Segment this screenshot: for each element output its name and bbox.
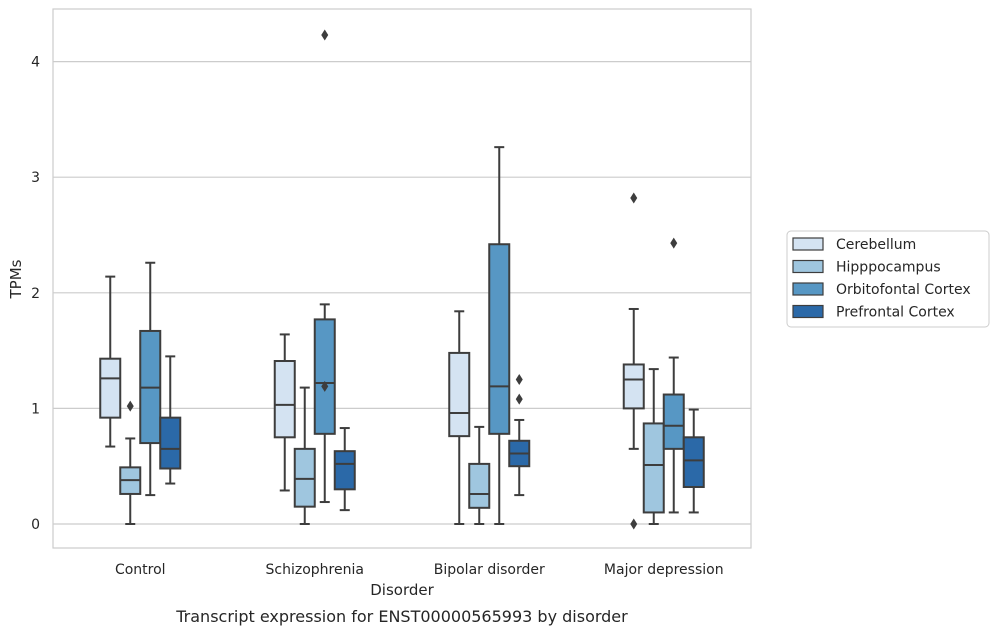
x-axis: Control Schizophrenia Bipolar disorder Majo…	[115, 562, 724, 578]
x-axis-label: Disorder	[370, 581, 434, 599]
legend-entry-label: Cerebellum	[836, 237, 916, 253]
box-iqr	[159, 416, 182, 470]
y-tick-label: 0	[31, 517, 40, 533]
x-tick-label: Control	[115, 562, 166, 578]
outlier-point	[515, 393, 523, 405]
box-1-3	[642, 368, 665, 525]
box-2-0	[139, 261, 162, 497]
box-iqr	[622, 363, 645, 410]
box-2-2	[488, 146, 511, 525]
box-2-1	[313, 29, 336, 504]
box-iqr	[448, 351, 471, 438]
legend-swatch	[792, 259, 824, 274]
x-tick-label: Bipolar disorder	[434, 562, 545, 578]
box-iqr	[333, 450, 356, 491]
box-iqr	[642, 422, 665, 514]
y-tick-label: 1	[31, 401, 40, 417]
y-axis: 0 1 2 3 4	[31, 55, 40, 533]
box-3-0	[159, 355, 182, 485]
x-tick-label: Major depression	[604, 562, 724, 578]
box-iqr	[293, 447, 316, 508]
legend-entry-label: Hipppocampus	[836, 260, 941, 276]
box-1-2	[468, 425, 491, 525]
legend-frame	[786, 230, 990, 328]
legend: Cerebellum Hipppocampus Orbitofontal Corte…	[786, 230, 990, 328]
box-3-3	[682, 408, 705, 514]
outlier-point	[126, 400, 134, 412]
box-0-3	[622, 192, 645, 530]
box-iqr	[662, 393, 685, 450]
box-iqr	[468, 462, 491, 509]
y-tick-label: 2	[31, 286, 40, 302]
legend-swatch	[792, 282, 824, 296]
outlier-point	[630, 192, 638, 204]
legend-entry-label: Prefrontal Cortex	[836, 305, 955, 321]
box-0-2	[448, 310, 471, 525]
outlier-point	[515, 374, 523, 385]
box-3-1	[333, 427, 356, 512]
box-1-0	[119, 400, 142, 525]
outlier-point	[321, 380, 329, 392]
box-1-1	[293, 386, 316, 525]
box-plot-marks	[99, 29, 705, 530]
legend-entry-label: Orbitofontal Cortex	[836, 282, 971, 298]
outlier-point	[321, 29, 329, 41]
y-axis-label: TPMs	[7, 259, 25, 299]
legend-swatch	[792, 237, 824, 251]
box-iqr	[488, 243, 511, 435]
box-3-2	[508, 374, 531, 497]
box-iqr	[682, 436, 705, 489]
box-2-3	[662, 237, 685, 514]
y-tick-label: 4	[31, 55, 40, 71]
plot-frame	[52, 8, 752, 549]
outlier-point	[630, 518, 638, 530]
box-iqr	[99, 357, 122, 419]
box-iqr	[313, 318, 336, 435]
box-0-0	[99, 275, 122, 448]
legend-swatch	[792, 304, 824, 319]
outlier-point	[670, 237, 678, 249]
x-tick-label: Schizophrenia	[266, 562, 364, 578]
chart-caption: Transcript expression for ENST0000056599…	[175, 607, 628, 626]
box-0-1	[273, 333, 296, 492]
box-iqr	[273, 360, 296, 439]
y-tick-label: 3	[31, 170, 40, 186]
